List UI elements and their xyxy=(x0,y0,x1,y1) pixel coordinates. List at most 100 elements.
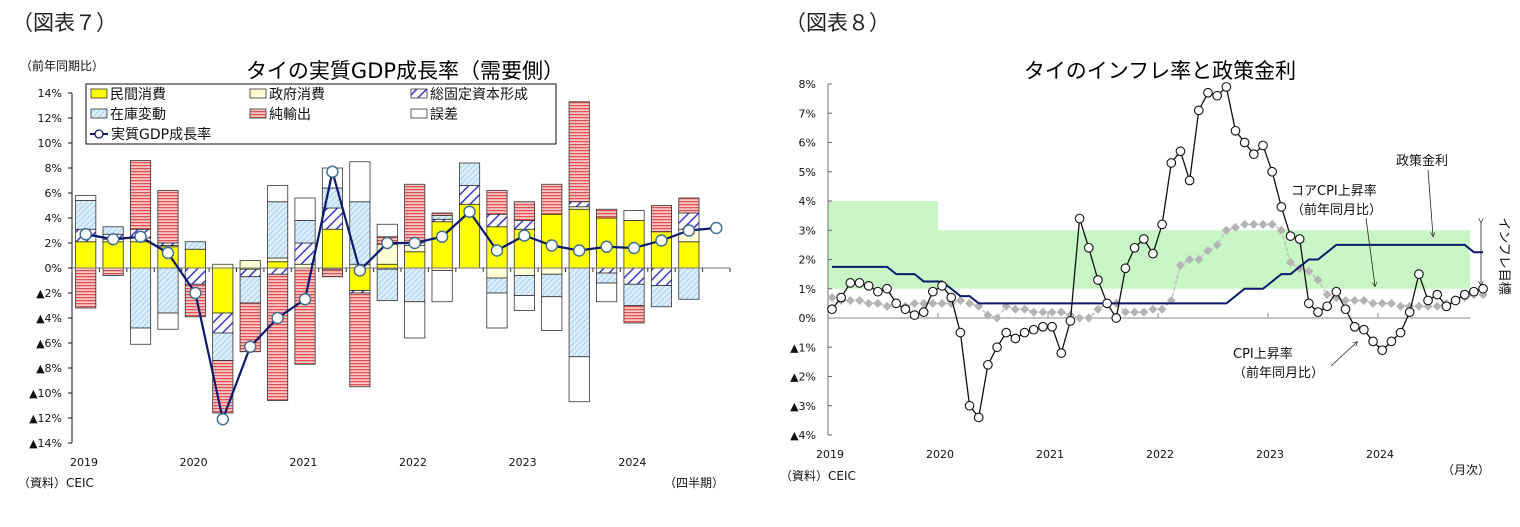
gdp-y-tick-label: 0% xyxy=(45,262,62,275)
annotation-core-cpi-line1: コアCPI上昇率 xyxy=(1291,183,1377,199)
annotation-target-band: インフレ目標 xyxy=(1496,217,1511,295)
cpi-marker xyxy=(827,304,837,315)
gdp-y-tick-label: 4% xyxy=(45,212,62,225)
gdp-bar-segment xyxy=(129,160,152,230)
cpi-marker xyxy=(1414,269,1424,279)
gdp-bar-segment xyxy=(596,272,618,284)
gdp-growth-marker xyxy=(655,234,668,247)
gdp-growth-marker xyxy=(463,205,476,218)
inflation-x-tick-label: 2024 xyxy=(1366,448,1394,461)
gdp-bar-segment xyxy=(458,185,481,205)
core-cpi-marker xyxy=(1414,301,1424,311)
gdp-x-tick-label: 2024 xyxy=(618,456,646,469)
core-cpi-marker xyxy=(1286,257,1295,267)
gdp-y-tick-label: ▲10% xyxy=(29,387,62,400)
gdp-x-tick-label: 2021 xyxy=(289,456,317,469)
cpi-marker xyxy=(1138,234,1149,244)
core-cpi-marker xyxy=(910,298,920,308)
cpi-marker xyxy=(1028,324,1039,335)
inflation-annotations: 政策金利 コアCPI上昇率 （前年同月比） CPI上昇率 （前年同月比） インフ… xyxy=(1233,153,1511,381)
gdp-growth-marker xyxy=(298,293,312,306)
gdp-bar-segment xyxy=(294,197,316,221)
cpi-marker xyxy=(863,280,874,291)
gdp-y-tick-label: ▲12% xyxy=(29,412,62,425)
gdp-bar-segment xyxy=(321,207,344,230)
gdp-bar-segment xyxy=(404,301,426,339)
core-cpi-marker xyxy=(1396,301,1406,311)
gdp-bar-segment xyxy=(541,273,563,298)
core-cpi-marker xyxy=(1029,307,1039,317)
core-cpi-marker xyxy=(1120,307,1130,317)
cpi-marker xyxy=(1248,149,1259,160)
cpi-marker xyxy=(1368,336,1378,347)
legend-swatch-error xyxy=(410,108,428,119)
gdp-legend: 民間消費 政府消費 総固定資本形成 在庫変動 純輸出 誤差 実質GDP成長率 xyxy=(85,83,557,145)
cpi-marker xyxy=(900,304,911,315)
gdp-bar-segment xyxy=(404,251,426,269)
gdp-growth-marker xyxy=(161,246,175,260)
gdp-bar-segment xyxy=(678,267,700,300)
gdp-bar-segment xyxy=(239,260,261,269)
gdp-chart: 14% 12% 10% 8% 6% 4% 2% 0% ▲2% ▲4% ▲6% ▲8% ▲10% ▲12% ▲… xyxy=(29,87,731,469)
core-cpi-marker xyxy=(882,301,892,311)
inflation-target-band xyxy=(938,230,1470,289)
gdp-bar-segment xyxy=(212,332,234,361)
gdp-bar-segment xyxy=(623,305,645,324)
cpi-marker xyxy=(964,400,975,411)
gdp-bar-segment xyxy=(623,283,645,306)
cpi-marker xyxy=(836,292,847,303)
legend-swatch-net-exports xyxy=(249,108,267,119)
core-cpi-marker xyxy=(1276,225,1286,235)
gdp-growth-marker xyxy=(134,230,147,243)
core-cpi-marker xyxy=(955,295,965,305)
cpi-marker xyxy=(1010,333,1021,344)
cpi-marker xyxy=(1258,140,1268,151)
gdp-source: （資料）CEIC xyxy=(18,476,94,490)
legend-swatch-gov-consumption xyxy=(249,88,267,99)
inflation-y-tick-label: 2% xyxy=(799,254,816,267)
gdp-growth-marker xyxy=(381,236,394,250)
gdp-bar-segment xyxy=(267,201,289,259)
cpi-marker xyxy=(1019,327,1030,338)
gdp-bar-segment xyxy=(486,267,508,279)
core-cpi-marker xyxy=(1322,290,1332,300)
core-cpi-marker xyxy=(1084,313,1094,323)
gdp-growth-marker xyxy=(353,264,367,277)
gdp-growth-marker xyxy=(490,244,504,257)
cpi-marker xyxy=(1423,295,1433,306)
cpi-marker xyxy=(1230,125,1241,136)
cpi-marker xyxy=(1148,248,1158,259)
gdp-y-tick-label: ▲4% xyxy=(36,312,62,325)
gdp-growth-marker xyxy=(545,239,558,252)
gdp-y-axis-label: （前年同期比） xyxy=(20,58,104,73)
gdp-growth-marker xyxy=(435,230,449,243)
cpi-marker xyxy=(946,292,957,303)
inflation-source: （資料）CEIC xyxy=(780,469,856,483)
legend-error: 誤差 xyxy=(430,107,458,123)
cpi-marker xyxy=(1478,283,1488,294)
gdp-bar-segment xyxy=(212,312,234,334)
gdp-bar-segment xyxy=(486,292,508,329)
gdp-bar-segment xyxy=(623,210,645,221)
gdp-bar-segment xyxy=(623,267,645,285)
cpi-arrow xyxy=(1330,342,1357,367)
cpi-marker xyxy=(1157,219,1167,230)
core-cpi-marker xyxy=(1093,304,1103,314)
cpi-marker xyxy=(1038,321,1048,332)
cpi-marker xyxy=(1331,286,1342,297)
cpi-marker xyxy=(1349,321,1360,332)
core-cpi-marker xyxy=(1359,295,1369,305)
gdp-bar-segment xyxy=(513,295,535,311)
gdp-bar-segment xyxy=(568,267,590,358)
legend-gfcf: 総固定資本形成 xyxy=(430,87,528,103)
gdp-bar-segment xyxy=(431,212,453,216)
gdp-growth-marker xyxy=(600,240,613,253)
gdp-x-tick-label: 2022 xyxy=(399,456,427,469)
legend-net-exports: 純輸出 xyxy=(269,107,311,123)
cpi-marker xyxy=(1184,175,1195,186)
core-cpi-marker xyxy=(1175,260,1185,270)
cpi-marker xyxy=(1285,231,1296,241)
cpi-marker xyxy=(1267,166,1278,177)
gdp-bar-segment xyxy=(678,241,700,269)
gdp-bar-segment xyxy=(212,267,234,314)
